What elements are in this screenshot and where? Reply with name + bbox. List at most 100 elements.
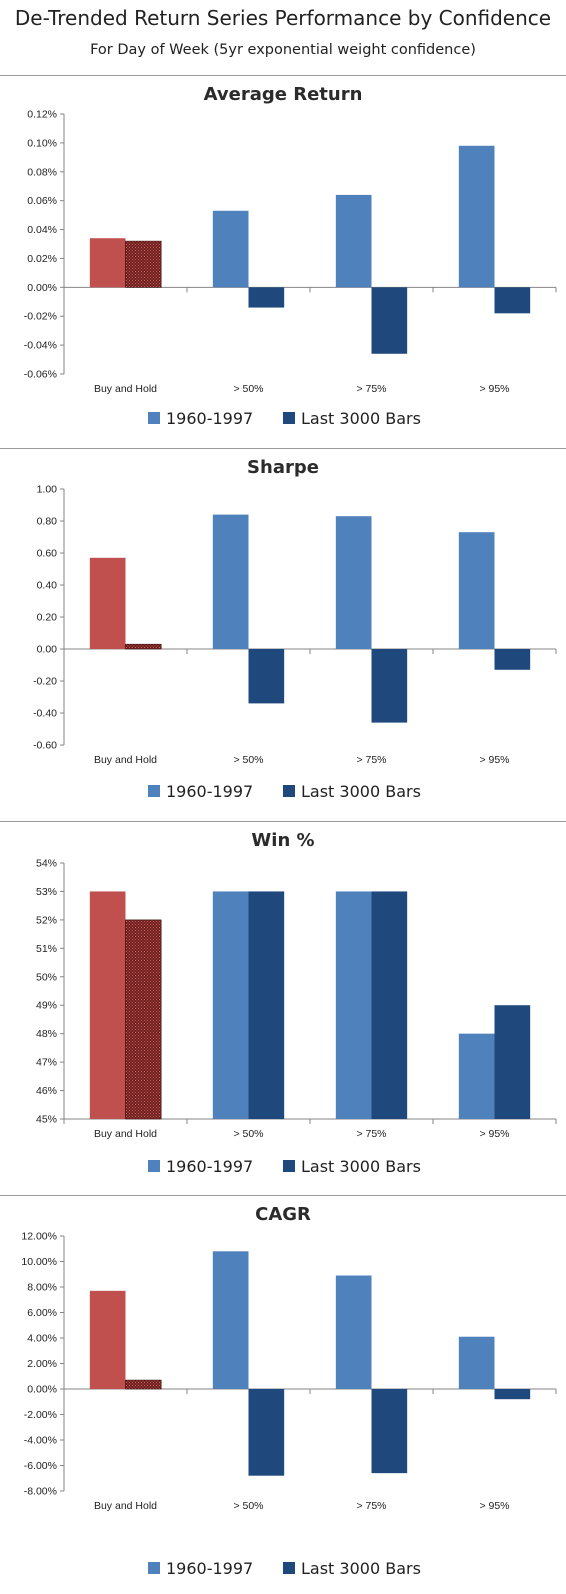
page-subtitle: For Day of Week (5yr exponential weight … [90, 42, 476, 58]
chart-title: Win % [251, 830, 314, 851]
y-tick-label: 0.12% [27, 109, 57, 121]
x-category-label: > 50% [233, 1128, 263, 1140]
chart-win-pct: Win % 54% 53% 52% 51% 50% 49% 48% 47% 46% 45% Buy a… [36, 830, 557, 1176]
bar-last-3000-bars-50 [248, 649, 285, 704]
y-tick-label: -0.20 [33, 676, 57, 688]
y-tick-label: 50% [36, 971, 57, 983]
chart-panel-win-pct: Win % 54% 53% 52% 51% 50% 49% 48% 47% 46% 45% Buy a… [0, 821, 566, 1192]
bar-1960-1997-buy-and-hold [89, 891, 126, 1119]
bar-last-3000-bars-buy-and-hold [125, 240, 162, 288]
y-tick-label: 0.40 [37, 580, 58, 592]
bar-1960-1997-buy-and-hold [89, 1290, 126, 1389]
legend-label-last-3000-bars: Last 3000 Bars [301, 409, 421, 428]
y-tick-label: 10.00% [21, 1256, 57, 1268]
bar-1960-1997-75 [335, 194, 372, 288]
x-category-label: > 95% [479, 383, 509, 395]
bar-1960-1997-75 [335, 1275, 372, 1389]
y-tick-label: -2.00% [24, 1409, 57, 1421]
x-category-label: > 75% [356, 754, 386, 766]
y-tick-label: -6.00% [24, 1460, 57, 1472]
y-tick-label: 12.00% [21, 1231, 57, 1243]
y-tick-label: 48% [36, 1028, 57, 1040]
y-tick-label: 46% [36, 1085, 57, 1097]
legend-swatch-last-3000-bars [283, 412, 295, 424]
x-category-label: > 95% [479, 1128, 509, 1140]
legend-swatch-1960-1997 [148, 412, 160, 424]
bar-1960-1997-95 [458, 532, 495, 649]
legend-label-1960-1997: 1960-1997 [166, 782, 253, 801]
bar-1960-1997-95 [458, 1033, 495, 1119]
y-tick-label: 0.80 [37, 516, 58, 528]
legend-label-1960-1997: 1960-1997 [166, 1157, 253, 1176]
y-tick-label: 53% [36, 886, 57, 898]
bar-1960-1997-50 [212, 1251, 249, 1389]
y-tick-label: 52% [36, 914, 57, 926]
y-tick-label: 4.00% [27, 1333, 57, 1345]
y-tick-label: 0.60 [37, 548, 58, 560]
legend-swatch-1960-1997 [148, 1160, 160, 1172]
x-category-label: > 50% [233, 1500, 263, 1512]
y-tick-label: 47% [36, 1057, 57, 1069]
chart-average-return: Average Return 0.12% 0.10% 0.08% 0.06% 0.04% 0… [24, 84, 557, 428]
bar-1960-1997-95 [458, 145, 495, 288]
y-tick-label: 0.02% [27, 253, 57, 265]
page-title: De-Trended Return Series Performance by … [14, 6, 552, 30]
y-tick-label: 6.00% [27, 1307, 57, 1319]
x-category-label: Buy and Hold [94, 754, 157, 766]
chart-title: CAGR [255, 1204, 311, 1225]
y-tick-label: 0.04% [27, 224, 57, 236]
y-tick-label: 0.06% [27, 195, 57, 207]
bar-last-3000-bars-buy-and-hold [125, 919, 162, 1120]
legend-swatch-last-3000-bars [283, 1160, 295, 1172]
bar-last-3000-bars-buy-and-hold [125, 643, 162, 650]
chart-panel-cagr: CAGR 12.00% 10.00% 8.00% 6.00% 4.00% 2.00% 0.00… [0, 1195, 566, 1594]
x-category-label: > 75% [356, 1500, 386, 1512]
y-tick-label: 0.08% [27, 166, 57, 178]
y-tick-label: -8.00% [24, 1486, 57, 1498]
y-tick-label: 45% [36, 1114, 57, 1126]
chart-title: Sharpe [247, 457, 319, 478]
x-category-label: > 75% [356, 1128, 386, 1140]
y-tick-label: 0.00% [27, 1384, 57, 1396]
y-tick-label: -0.40 [33, 708, 57, 720]
x-category-label: Buy and Hold [94, 383, 157, 395]
y-tick-label: -0.60 [33, 740, 57, 752]
y-tick-label: 0.00 [37, 644, 58, 656]
bar-last-3000-bars-75 [371, 649, 408, 723]
bar-1960-1997-75 [335, 516, 372, 649]
bar-last-3000-bars-95 [494, 649, 531, 670]
y-tick-label: 0.00% [27, 282, 57, 294]
legend-label-1960-1997: 1960-1997 [166, 409, 253, 428]
y-tick-label: 54% [36, 858, 57, 870]
chart-panel-sharpe: Sharpe 1.00 0.80 0.60 0.40 0.20 0.00 -0.20 -0.40… [0, 448, 566, 818]
legend-swatch-last-3000-bars [283, 1562, 295, 1574]
bar-last-3000-bars-95 [494, 1005, 531, 1119]
bar-1960-1997-buy-and-hold [89, 557, 126, 649]
bar-1960-1997-50 [212, 891, 249, 1119]
chart-panel-average-return: Average Return 0.12% 0.10% 0.08% 0.06% 0.04% 0… [0, 75, 566, 446]
bar-1960-1997-50 [212, 514, 249, 649]
x-category-label: Buy and Hold [94, 1500, 157, 1512]
y-tick-label: 1.00 [37, 484, 58, 496]
bar-1960-1997-75 [335, 891, 372, 1119]
y-tick-label: -0.06% [24, 369, 57, 381]
y-tick-label: -0.04% [24, 340, 57, 352]
y-tick-label: 0.20 [37, 612, 58, 624]
legend-swatch-1960-1997 [148, 785, 160, 797]
x-category-label: Buy and Hold [94, 1128, 157, 1140]
legend-label-1960-1997: 1960-1997 [166, 1559, 253, 1578]
bar-last-3000-bars-75 [371, 287, 408, 354]
bar-last-3000-bars-50 [248, 287, 285, 308]
x-category-label: > 50% [233, 383, 263, 395]
bar-last-3000-bars-75 [371, 891, 408, 1119]
bar-last-3000-bars-50 [248, 891, 285, 1119]
bar-1960-1997-buy-and-hold [89, 238, 126, 288]
y-tick-label: -0.02% [24, 311, 57, 323]
y-tick-label: 8.00% [27, 1282, 57, 1294]
chart-cagr: CAGR 12.00% 10.00% 8.00% 6.00% 4.00% 2.00% 0.00… [21, 1204, 557, 1578]
y-tick-label: 2.00% [27, 1358, 57, 1370]
bar-last-3000-bars-95 [494, 287, 531, 314]
legend-label-last-3000-bars: Last 3000 Bars [301, 1157, 421, 1176]
y-tick-label: 49% [36, 1000, 57, 1012]
